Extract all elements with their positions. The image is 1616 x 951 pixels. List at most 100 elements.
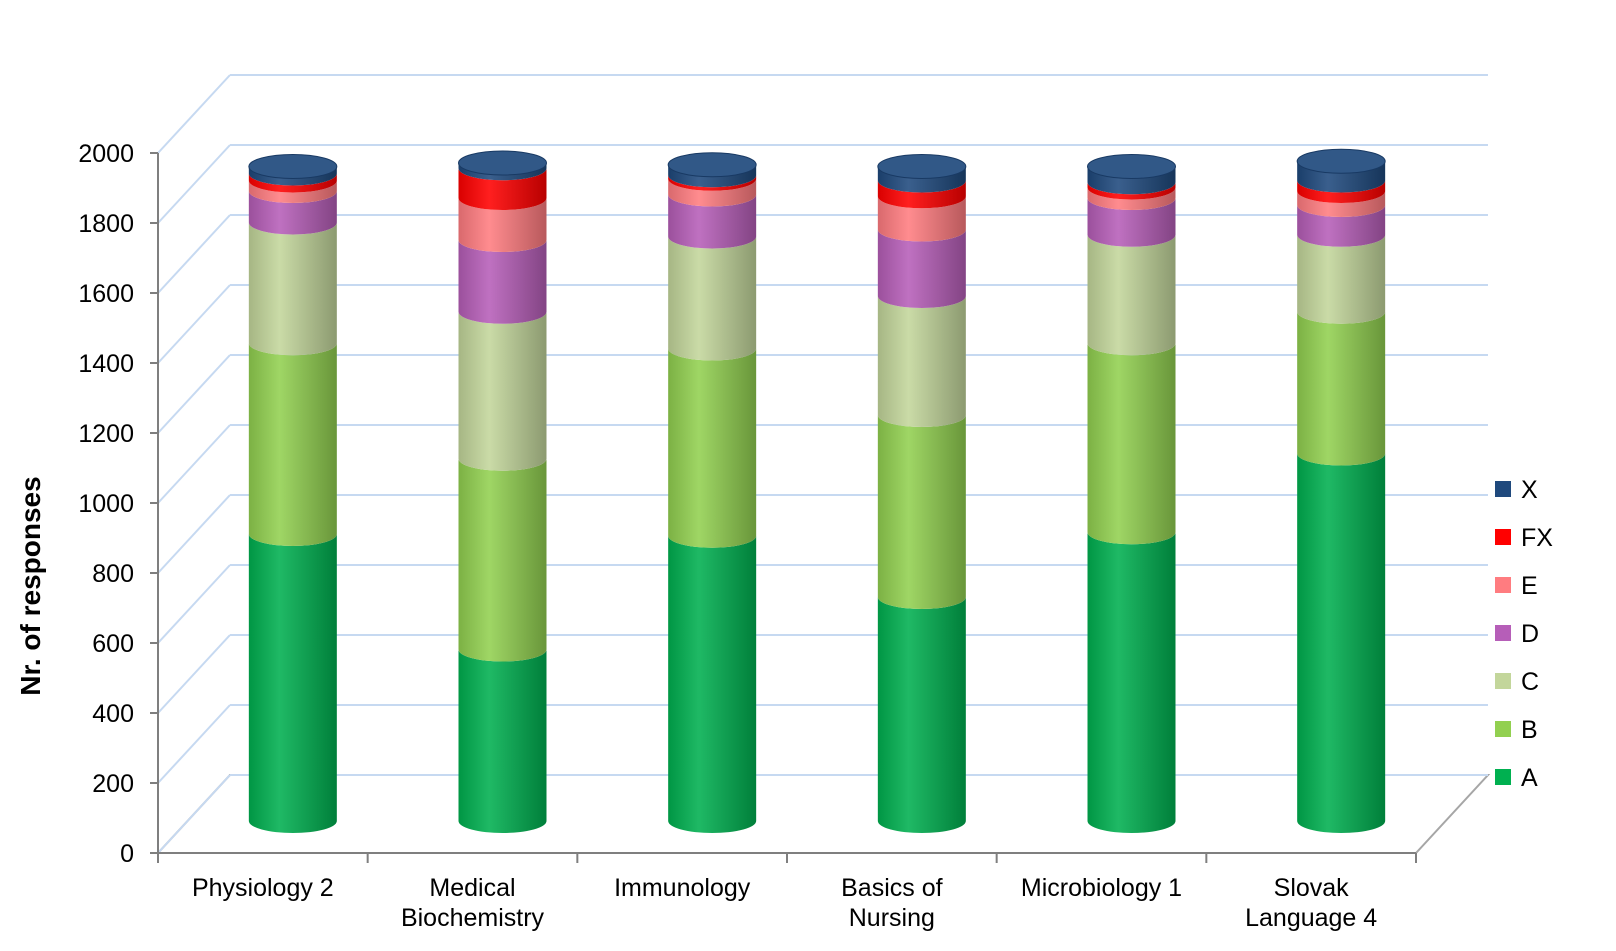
- legend-item: FX: [1495, 524, 1553, 552]
- legend-item: A: [1495, 764, 1538, 792]
- y-tick-label: 400: [92, 700, 134, 728]
- x-tick-label: Basics of: [841, 874, 942, 902]
- bar-top-cap: [1296, 148, 1386, 174]
- y-tick-label: 1400: [78, 350, 134, 378]
- y-tick-label: 2000: [78, 140, 134, 168]
- bar-segment-a: [248, 534, 337, 833]
- x-tick-label: Medical: [429, 874, 515, 902]
- bar-segment-d: [668, 194, 757, 249]
- x-tick-label: Slovak: [1274, 874, 1350, 902]
- legend-label: C: [1521, 668, 1539, 696]
- bar-segment-a: [668, 535, 757, 834]
- gridline-side: [157, 704, 231, 784]
- y-tick-label: 600: [92, 630, 134, 658]
- bar-segment-x: [877, 166, 966, 193]
- bar-top-cap: [248, 154, 338, 179]
- bar-segment-b: [1297, 311, 1386, 466]
- x-tick-label: Biochemistry: [401, 904, 545, 932]
- gridline-side: [157, 634, 231, 714]
- x-tick-label: Microbiology 1: [1021, 874, 1182, 902]
- gridline-side: [157, 214, 231, 294]
- gridline-side: [157, 144, 231, 224]
- bar-segment-fx: [1087, 182, 1176, 200]
- legend-item: B: [1495, 716, 1538, 744]
- bar-top-cap: [667, 152, 757, 178]
- legend-swatch: [1495, 625, 1511, 641]
- x-tick-label: Language 4: [1245, 904, 1377, 932]
- y-tick-label: 1600: [78, 280, 134, 308]
- bar-segment-a: [1297, 453, 1386, 834]
- legend-swatch: [1495, 673, 1511, 689]
- y-tick-label: 1800: [78, 210, 134, 238]
- bar-segment-fx: [1297, 180, 1386, 204]
- x-tick-label: Nursing: [849, 904, 935, 932]
- cylinder-bar: [1296, 148, 1386, 834]
- cylinder-bar: [1087, 154, 1176, 834]
- legend-item: D: [1495, 620, 1539, 648]
- gridline-side: [157, 354, 231, 434]
- y-tick-label: 200: [92, 770, 134, 798]
- legend-swatch: [1495, 481, 1511, 497]
- legend-item: C: [1495, 668, 1539, 696]
- gridline-side: [157, 284, 231, 364]
- bar-segment-d: [458, 240, 547, 324]
- x-tick-label: Immunology: [614, 874, 751, 902]
- bar-segment-b: [668, 348, 757, 548]
- legend-item: X: [1495, 476, 1538, 504]
- bar-segment-c: [458, 311, 547, 471]
- legend-label: A: [1521, 764, 1538, 792]
- x-tick-label: Physiology 2: [192, 874, 334, 902]
- legend-label: X: [1521, 476, 1538, 504]
- gridline-side: [157, 74, 231, 154]
- bar-segment-e: [1087, 187, 1176, 210]
- bar-segment-x: [1087, 166, 1176, 195]
- bar-segment-fx: [668, 175, 757, 191]
- bar-top-cap: [877, 154, 967, 179]
- bar-segment-d: [877, 229, 966, 308]
- bar-segment-e: [458, 198, 547, 252]
- chart-floor: [155, 774, 1491, 854]
- bar-segment-x: [458, 163, 547, 181]
- legend-swatch: [1495, 769, 1511, 785]
- y-axis-title: Nr. of responses: [15, 476, 46, 695]
- bar-segment-d: [248, 191, 337, 235]
- gridline-side: [157, 424, 231, 504]
- bar-segment-fx: [248, 173, 337, 193]
- bar-segment-c: [668, 236, 757, 361]
- bar-segment-a: [458, 649, 547, 834]
- legend-label: FX: [1521, 524, 1553, 552]
- bar-segment-x: [1297, 161, 1386, 193]
- cylinder-bar: [458, 150, 547, 834]
- bar-segment-e: [248, 180, 337, 203]
- y-tick-label: 1000: [78, 490, 134, 518]
- legend-item: E: [1495, 572, 1538, 600]
- bar-segment-fx: [877, 180, 966, 209]
- y-tick-label: 1200: [78, 420, 134, 448]
- bar-top-cap: [458, 150, 547, 176]
- bar-segment-fx: [458, 168, 547, 210]
- cylinder-bar: [248, 154, 338, 833]
- bar-segment-c: [1297, 234, 1386, 324]
- legend-swatch: [1495, 577, 1511, 593]
- bar-segment-d: [1297, 205, 1386, 247]
- bar-segment-x: [248, 166, 337, 186]
- legend-label: E: [1521, 572, 1538, 600]
- bar-segment-d: [1087, 198, 1176, 247]
- bar-segment-a: [877, 597, 966, 834]
- bar-segment-e: [877, 196, 966, 242]
- legend-swatch: [1495, 721, 1511, 737]
- bar-segment-e: [1297, 191, 1386, 217]
- gridline-side: [157, 774, 231, 854]
- gridline-side: [157, 494, 231, 574]
- bar-segment-c: [248, 222, 337, 356]
- bar-segment-b: [877, 415, 966, 609]
- legend-label: B: [1521, 716, 1538, 744]
- legend-swatch: [1495, 529, 1511, 545]
- bar-top-cap: [1087, 154, 1176, 179]
- gridline-side: [157, 564, 231, 644]
- y-tick-label: 800: [92, 560, 134, 588]
- bar-segment-c: [877, 296, 966, 428]
- bar-segment-b: [248, 343, 337, 546]
